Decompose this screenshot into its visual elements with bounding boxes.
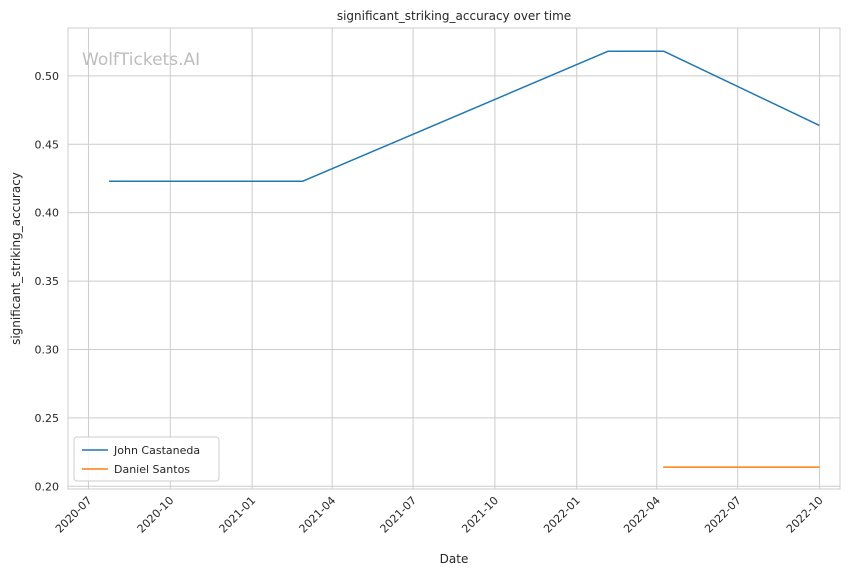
x-tick-label: 2022-07 [702, 494, 744, 536]
x-tick-labels: 2020-07 2020-10 2021-01 2021-04 2021-07 2021-… [53, 494, 826, 536]
x-tick-label: 2022-01 [541, 494, 583, 536]
x-tick-label: 2021-07 [378, 494, 420, 536]
legend-label: Daniel Santos [114, 463, 190, 476]
legend: John Castaneda Daniel Santos [73, 436, 220, 482]
y-tick-label: 0.30 [35, 343, 60, 356]
plot-area-frame [67, 27, 841, 490]
x-tick-label: 2022-10 [784, 494, 826, 536]
x-tick-label: 2020-07 [53, 494, 95, 536]
x-tick-label: 2021-04 [297, 494, 339, 536]
x-axis-label: Date [440, 552, 469, 566]
y-tick-label: 0.25 [35, 412, 60, 425]
y-tick-label: 0.45 [35, 138, 60, 151]
x-gridlines [87, 28, 821, 489]
y-gridlines [68, 75, 840, 487]
y-tick-label: 0.50 [35, 70, 60, 83]
series-line-john-castaneda [109, 50, 820, 182]
y-tick-label: 0.40 [35, 207, 60, 220]
watermark-text: WolfTickets.AI [82, 50, 200, 70]
x-tick-label: 2020-10 [135, 494, 177, 536]
y-tick-labels: 0.20 0.25 0.30 0.35 0.40 0.45 0.50 [35, 70, 60, 493]
y-axis-label: significant_striking_accuracy [9, 172, 23, 345]
chart-title: significant_striking_accuracy over time [337, 9, 571, 23]
y-tick-label: 0.35 [35, 275, 60, 288]
x-tick-label: 2021-01 [217, 494, 259, 536]
legend-label: John Castaneda [113, 444, 200, 457]
x-tick-label: 2022-04 [621, 494, 663, 536]
y-tick-label: 0.20 [35, 480, 60, 493]
x-tick-label: 2021-10 [459, 494, 501, 536]
legend-box [73, 436, 220, 482]
series-layer [109, 50, 820, 468]
